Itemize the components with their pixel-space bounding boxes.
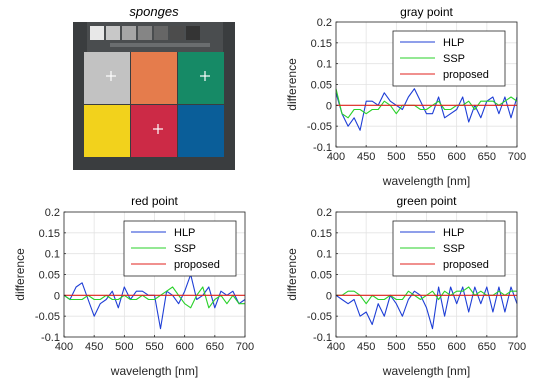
y-tick-label: 0.1 — [45, 249, 60, 261]
x-tick-label: 450 — [85, 341, 103, 353]
legend-label: proposed — [443, 69, 489, 81]
chart-title: red point — [131, 194, 178, 208]
green-point-chart: 400 450 500 550 600 650 700 -0.1 -0.05 0 0.05 0.1 0.… — [285, 194, 526, 378]
legend-label: proposed — [174, 259, 220, 271]
x-tick-label: 650 — [478, 151, 496, 163]
x-tick-label: 600 — [447, 151, 465, 163]
legend: HLP SSP proposed — [392, 220, 506, 277]
legend-label: HLP — [174, 227, 195, 239]
x-tick-label: 550 — [417, 341, 435, 353]
x-axis-label: wavelength [nm] — [382, 364, 470, 378]
legend-label: SSP — [174, 243, 196, 255]
legend-label: HLP — [443, 37, 464, 49]
y-tick-label: 0.05 — [39, 270, 60, 282]
legend: HLP SSP proposed — [392, 30, 506, 87]
tick-labels: 400 450 500 550 600 650 700 -0.1 -0.05 0 0.05 0.1 0.… — [307, 17, 526, 163]
x-tick-label: 500 — [387, 341, 405, 353]
y-tick-label: 0 — [326, 290, 332, 302]
legend-label: proposed — [443, 259, 489, 271]
checker-gray-steps — [90, 26, 210, 47]
y-tick-label: -0.1 — [313, 332, 332, 344]
x-tick-label: 700 — [508, 341, 526, 353]
legend: HLP SSP proposed — [123, 220, 237, 277]
y-tick-label: -0.05 — [307, 121, 332, 133]
chart-title: green point — [396, 194, 457, 208]
y-tick-label: -0.05 — [35, 311, 60, 323]
x-axis-label: wavelength [nm] — [382, 174, 470, 188]
y-tick-label: -0.1 — [313, 142, 332, 154]
sponge-tile — [84, 52, 130, 104]
x-tick-label: 700 — [236, 341, 254, 353]
red-point-chart: 400 450 500 550 600 650 700 -0.1 -0.05 0 0.05 0.1 0.… — [13, 194, 254, 378]
series-layer — [335, 286, 518, 330]
y-tick-label: -0.05 — [307, 311, 332, 323]
image-panel-title: sponges — [129, 4, 179, 19]
crosshair-marker — [106, 71, 116, 81]
y-tick-label: 0 — [326, 100, 332, 112]
x-tick-label: 500 — [115, 341, 133, 353]
sponges-image-panel: sponges — [73, 4, 235, 170]
gray-step — [106, 26, 120, 40]
sponge-tile — [84, 105, 130, 157]
tick-labels: 400 450 500 550 600 650 700 -0.1 -0.05 0 0.05 0.1 0.… — [35, 207, 254, 353]
x-tick-label: 600 — [175, 341, 193, 353]
series-line-HLP — [335, 286, 518, 330]
x-tick-label: 650 — [206, 341, 224, 353]
x-tick-label: 450 — [357, 151, 375, 163]
sponge-tiles — [84, 52, 224, 157]
series-line-SSP — [63, 286, 245, 309]
sponge-tile — [178, 52, 224, 104]
gray-step — [90, 26, 104, 40]
series-line-SSP — [335, 88, 518, 119]
x-tick-label: 700 — [508, 151, 526, 163]
legend-label: SSP — [443, 53, 465, 65]
legend-label: SSP — [443, 243, 465, 255]
gray-step — [186, 26, 200, 40]
crosshair-marker — [200, 71, 210, 81]
x-tick-label: 500 — [387, 151, 405, 163]
y-tick-label: 0.2 — [317, 17, 332, 29]
gray-step — [122, 26, 136, 40]
sponge-tile — [178, 105, 224, 157]
y-tick-label: 0.1 — [317, 59, 332, 71]
y-axis-label: difference — [285, 248, 299, 301]
checker-label-band — [110, 43, 210, 47]
y-tick-label: 0.05 — [311, 270, 332, 282]
y-tick-label: 0.05 — [311, 80, 332, 92]
x-tick-label: 400 — [327, 341, 345, 353]
x-tick-label: 400 — [55, 341, 73, 353]
gray-step — [138, 26, 152, 40]
crosshair-marker — [153, 124, 163, 134]
y-tick-label: 0.2 — [317, 207, 332, 219]
chart-title: gray point — [400, 5, 453, 19]
series-layer — [335, 88, 518, 131]
y-tick-label: -0.1 — [41, 332, 60, 344]
sponge-tile — [131, 105, 177, 157]
gray-step — [154, 26, 168, 40]
sample-point-markers — [106, 71, 210, 134]
legend-label: HLP — [443, 227, 464, 239]
x-tick-label: 450 — [357, 341, 375, 353]
y-tick-label: 0.1 — [317, 249, 332, 261]
gray-step — [170, 26, 184, 40]
x-tick-label: 650 — [478, 341, 496, 353]
y-tick-label: 0.15 — [39, 228, 60, 240]
legend-box — [392, 30, 506, 87]
y-tick-label: 0.15 — [311, 228, 332, 240]
y-axis-label: difference — [285, 58, 299, 111]
y-tick-label: 0.2 — [45, 207, 60, 219]
x-tick-label: 600 — [447, 341, 465, 353]
y-axis-label: difference — [13, 248, 27, 301]
y-tick-label: 0 — [54, 290, 60, 302]
tick-labels: 400 450 500 550 600 650 700 -0.1 -0.05 0 0.05 0.1 0.… — [307, 207, 526, 353]
x-tick-label: 400 — [327, 151, 345, 163]
x-tick-label: 550 — [145, 341, 163, 353]
x-tick-label: 550 — [417, 151, 435, 163]
y-tick-label: 0.15 — [311, 38, 332, 50]
series-layer — [63, 273, 246, 330]
x-axis-label: wavelength [nm] — [110, 364, 198, 378]
gray-point-chart: 400 450 500 550 600 650 700 -0.1 -0.05 0 0.05 0.1 0.… — [285, 5, 526, 188]
sponge-tile — [131, 52, 177, 104]
